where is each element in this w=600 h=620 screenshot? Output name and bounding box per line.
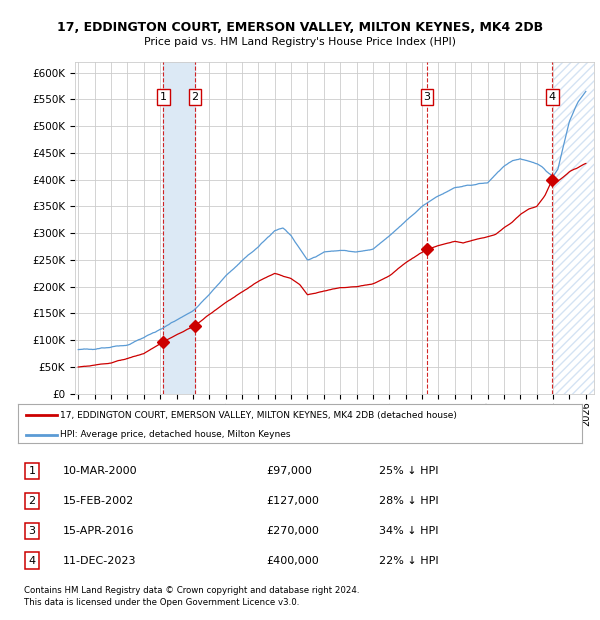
Bar — [554, 62, 594, 394]
Text: 4: 4 — [29, 556, 35, 565]
Text: £270,000: £270,000 — [266, 526, 319, 536]
Text: 2: 2 — [191, 92, 199, 102]
Text: 34% ↓ HPI: 34% ↓ HPI — [379, 526, 439, 536]
Text: HPI: Average price, detached house, Milton Keynes: HPI: Average price, detached house, Milt… — [60, 430, 291, 439]
Text: 3: 3 — [29, 526, 35, 536]
Text: 15-APR-2016: 15-APR-2016 — [63, 526, 134, 536]
Text: 11-DEC-2023: 11-DEC-2023 — [63, 556, 137, 565]
Text: 1: 1 — [29, 466, 35, 476]
Text: 17, EDDINGTON COURT, EMERSON VALLEY, MILTON KEYNES, MK4 2DB (detached house): 17, EDDINGTON COURT, EMERSON VALLEY, MIL… — [60, 410, 457, 420]
Bar — [163, 62, 195, 394]
Text: 28% ↓ HPI: 28% ↓ HPI — [379, 496, 439, 506]
Text: 2: 2 — [29, 496, 35, 506]
Text: 15-FEB-2002: 15-FEB-2002 — [63, 496, 134, 506]
Text: 25% ↓ HPI: 25% ↓ HPI — [379, 466, 439, 476]
Text: 1: 1 — [160, 92, 167, 102]
Text: 4: 4 — [548, 92, 556, 102]
Text: This data is licensed under the Open Government Licence v3.0.: This data is licensed under the Open Gov… — [24, 598, 299, 607]
Text: Contains HM Land Registry data © Crown copyright and database right 2024.: Contains HM Land Registry data © Crown c… — [24, 586, 359, 595]
Bar — [554, 62, 594, 394]
Text: £400,000: £400,000 — [266, 556, 319, 565]
Text: 17, EDDINGTON COURT, EMERSON VALLEY, MILTON KEYNES, MK4 2DB: 17, EDDINGTON COURT, EMERSON VALLEY, MIL… — [57, 22, 543, 34]
Text: 3: 3 — [424, 92, 430, 102]
Text: Price paid vs. HM Land Registry's House Price Index (HPI): Price paid vs. HM Land Registry's House … — [144, 37, 456, 46]
Text: 10-MAR-2000: 10-MAR-2000 — [63, 466, 138, 476]
Text: £97,000: £97,000 — [266, 466, 312, 476]
Text: 22% ↓ HPI: 22% ↓ HPI — [379, 556, 439, 565]
Text: £127,000: £127,000 — [266, 496, 319, 506]
